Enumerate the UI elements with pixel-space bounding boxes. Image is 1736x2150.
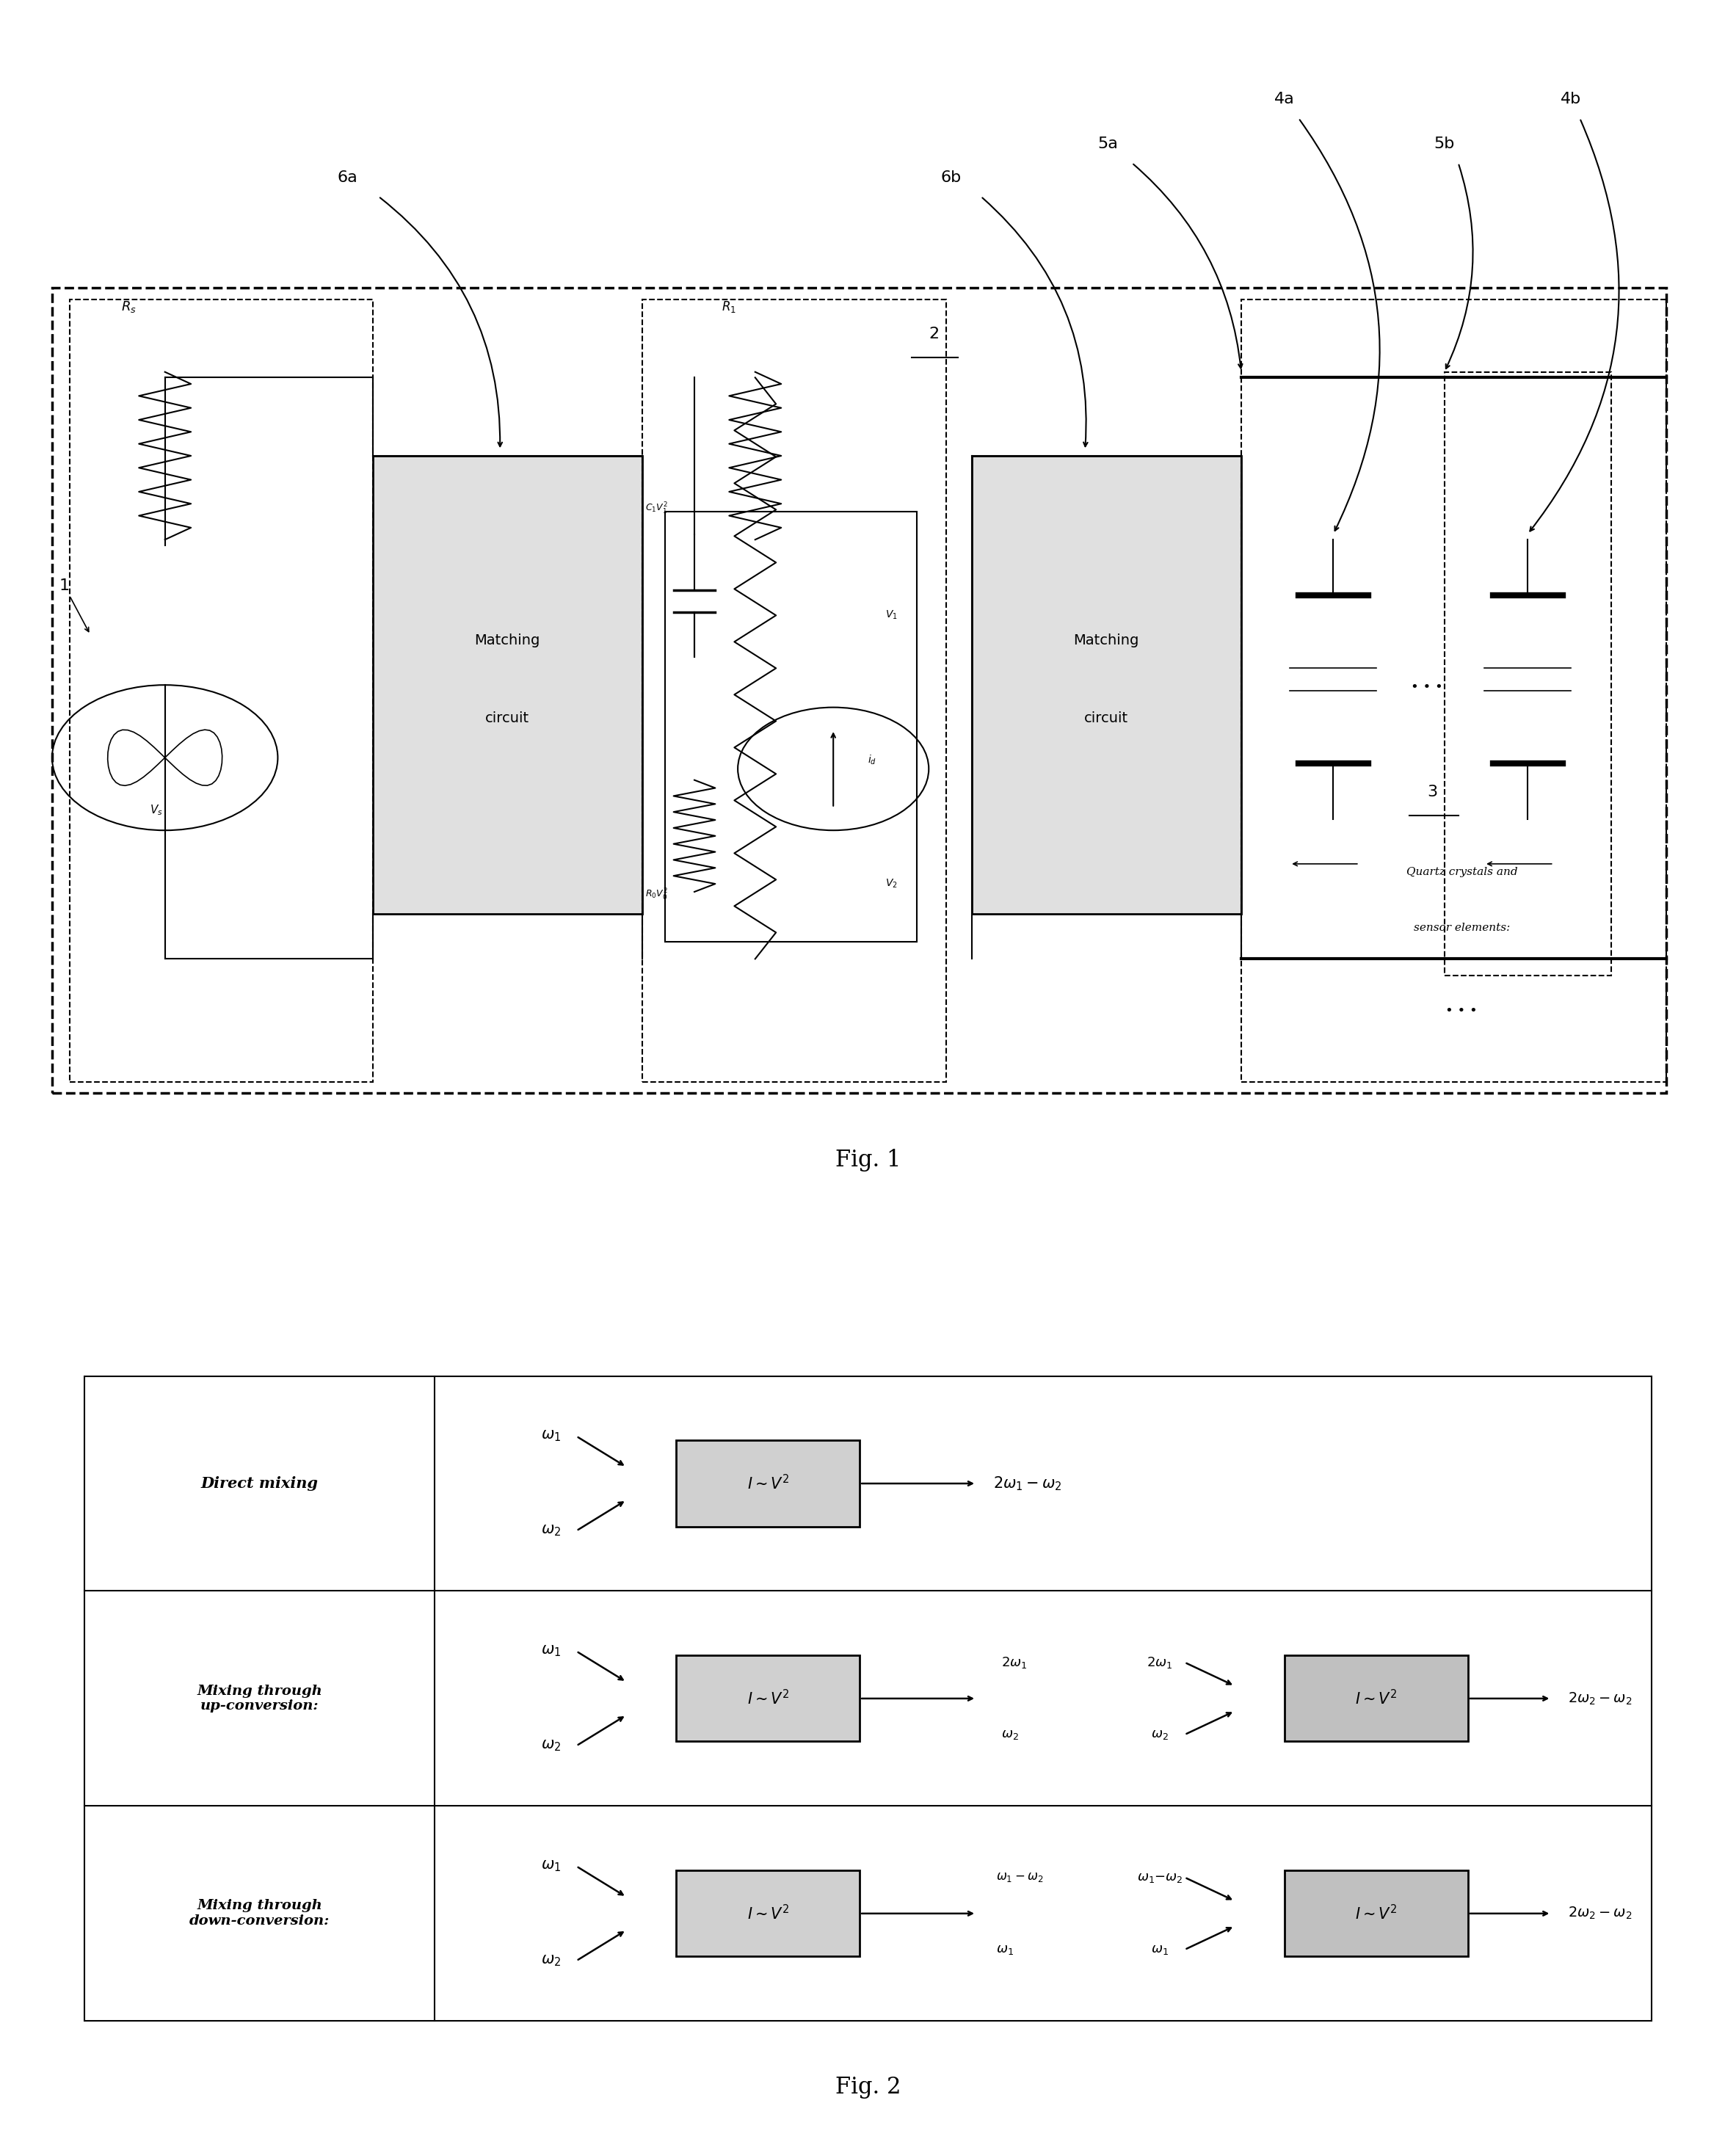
Text: $V_1$: $V_1$ <box>885 608 898 621</box>
Text: $\omega_1$: $\omega_1$ <box>1151 1944 1168 1957</box>
Text: $I \sim V^2$: $I \sim V^2$ <box>1356 1905 1397 1922</box>
Text: $V_s$: $V_s$ <box>149 804 163 817</box>
Text: $R_0V_0^2$: $R_0V_0^2$ <box>646 888 667 903</box>
Text: $I \sim V^2$: $I \sim V^2$ <box>746 1475 790 1492</box>
Text: 6b: 6b <box>941 170 962 185</box>
Text: 4b: 4b <box>1561 92 1581 108</box>
Text: $I \sim V^2$: $I \sim V^2$ <box>1356 1690 1397 1707</box>
Text: 6a: 6a <box>337 170 358 185</box>
Text: Matching: Matching <box>1073 634 1139 647</box>
Text: Matching: Matching <box>474 634 540 647</box>
Text: 5b: 5b <box>1434 138 1455 151</box>
Text: circuit: circuit <box>1083 712 1128 725</box>
Text: $R_1$: $R_1$ <box>722 299 736 314</box>
Text: $V_2$: $V_2$ <box>885 877 898 890</box>
FancyBboxPatch shape <box>972 456 1241 914</box>
Text: $\omega_2$: $\omega_2$ <box>542 1954 561 1967</box>
FancyBboxPatch shape <box>677 1440 859 1526</box>
FancyBboxPatch shape <box>1285 1870 1469 1957</box>
Text: $I \sim V^2$: $I \sim V^2$ <box>746 1690 790 1707</box>
FancyBboxPatch shape <box>677 1656 859 1742</box>
Text: $\omega_1{-}\omega_2$: $\omega_1{-}\omega_2$ <box>1137 1870 1182 1883</box>
Text: $\omega_1$: $\omega_1$ <box>542 1430 561 1443</box>
Text: • • •: • • • <box>1446 1004 1477 1017</box>
Text: $i_d$: $i_d$ <box>868 755 877 768</box>
Text: Direct mixing: Direct mixing <box>201 1477 318 1490</box>
Text: 5a: 5a <box>1097 138 1118 151</box>
Text: 4a: 4a <box>1274 92 1295 108</box>
Text: $R_s$: $R_s$ <box>122 299 135 314</box>
Text: $\omega_2$: $\omega_2$ <box>542 1524 561 1537</box>
FancyBboxPatch shape <box>373 456 642 914</box>
Text: Fig. 1: Fig. 1 <box>835 1148 901 1172</box>
Text: $2\omega_1$: $2\omega_1$ <box>1002 1656 1028 1671</box>
Text: $\omega_2$: $\omega_2$ <box>542 1739 561 1752</box>
Text: 3: 3 <box>1427 785 1437 800</box>
Text: • • •: • • • <box>1411 679 1443 694</box>
Text: $2\omega_1$: $2\omega_1$ <box>1147 1656 1172 1671</box>
Text: sensor elements:: sensor elements: <box>1413 922 1510 933</box>
Text: circuit: circuit <box>484 712 529 725</box>
FancyBboxPatch shape <box>1285 1656 1469 1742</box>
Text: $2\omega_2 - \omega_2$: $2\omega_2 - \omega_2$ <box>1568 1905 1632 1922</box>
Text: 2: 2 <box>929 327 939 342</box>
Text: $\omega_2$: $\omega_2$ <box>1151 1729 1168 1742</box>
Text: $\omega_1$: $\omega_1$ <box>542 1860 561 1873</box>
Text: Quartz crystals and: Quartz crystals and <box>1406 866 1517 877</box>
Text: $\omega_2$: $\omega_2$ <box>1002 1729 1019 1742</box>
Text: $\omega_1$: $\omega_1$ <box>542 1645 561 1658</box>
Text: Fig. 2: Fig. 2 <box>835 2075 901 2098</box>
Text: $I \sim V^2$: $I \sim V^2$ <box>746 1905 790 1922</box>
FancyBboxPatch shape <box>677 1870 859 1957</box>
Text: $C_1V_1^2$: $C_1V_1^2$ <box>646 501 667 516</box>
Text: Mixing through
down-conversion:: Mixing through down-conversion: <box>189 1898 330 1929</box>
Text: Mixing through
up-conversion:: Mixing through up-conversion: <box>198 1683 323 1714</box>
Text: $2\omega_1 - \omega_2$: $2\omega_1 - \omega_2$ <box>993 1475 1062 1492</box>
Text: 1: 1 <box>59 578 69 593</box>
Text: $2\omega_2 - \omega_2$: $2\omega_2 - \omega_2$ <box>1568 1690 1632 1707</box>
Text: $\omega_1$: $\omega_1$ <box>996 1944 1014 1957</box>
Text: $\omega_1 - \omega_2$: $\omega_1 - \omega_2$ <box>996 1870 1043 1883</box>
